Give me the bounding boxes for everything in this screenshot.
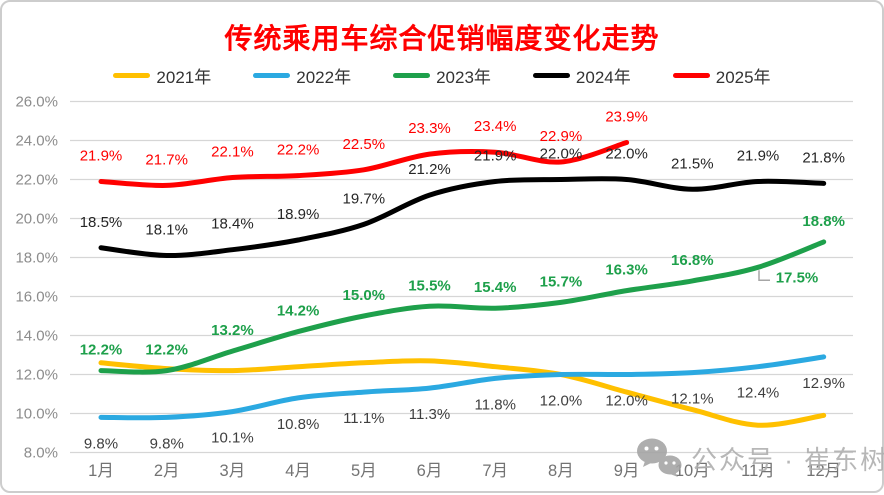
data-label: 21.9%	[474, 147, 517, 164]
x-tick-label: 5月	[351, 462, 377, 480]
y-tick-label: 8.0%	[24, 445, 58, 462]
data-label: 15.5%	[408, 277, 451, 294]
data-label: 23.9%	[605, 108, 648, 125]
data-label: 10.1%	[211, 430, 254, 447]
data-label: 10.8%	[277, 416, 320, 433]
legend-item-2023: 2023年	[393, 63, 491, 88]
series-line-2022	[98, 354, 827, 421]
legend-swatch	[532, 73, 570, 78]
legend-swatch	[253, 73, 291, 78]
data-label: 22.2%	[277, 142, 320, 159]
legend-item-2025: 2025年	[672, 63, 771, 88]
data-label: 17.5%	[776, 269, 819, 286]
data-label: 13.2%	[211, 322, 254, 339]
y-tick-label: 20.0%	[15, 211, 58, 228]
data-label: 22.0%	[605, 146, 648, 163]
data-label: 21.9%	[80, 147, 123, 164]
legend: 2021年 2022年 2023年 2024年 2025年	[2, 63, 882, 88]
data-label: 21.9%	[737, 147, 780, 164]
data-label: 12.9%	[802, 375, 845, 392]
x-tick-label: 7月	[482, 462, 508, 480]
legend-item-2021: 2021年	[113, 63, 211, 88]
data-label: 18.9%	[277, 206, 320, 223]
data-label: 23.3%	[408, 120, 451, 137]
data-label: 21.2%	[408, 161, 451, 178]
x-tick-label: 11月	[741, 462, 775, 480]
data-label: 16.3%	[605, 262, 648, 279]
data-label: 22.5%	[343, 136, 386, 153]
data-label: 18.8%	[802, 213, 845, 230]
data-label: 12.1%	[671, 391, 714, 408]
data-label: 11.3%	[409, 406, 450, 423]
data-label: 19.7%	[343, 190, 386, 207]
legend-item-2024: 2024年	[532, 63, 631, 88]
data-label: 12.0%	[605, 393, 648, 410]
data-label: 22.9%	[540, 128, 583, 145]
data-label: 21.7%	[145, 151, 188, 168]
data-label: 16.8%	[671, 252, 714, 269]
data-label: 12.2%	[145, 342, 188, 359]
data-label: 18.5%	[80, 214, 123, 231]
y-tick-label: 10.0%	[15, 406, 58, 423]
data-label: 15.4%	[474, 279, 517, 296]
legend-swatch	[113, 73, 151, 78]
y-tick-label: 14.0%	[15, 328, 58, 345]
data-label: 21.8%	[802, 149, 845, 166]
legend-label: 2024年	[575, 68, 631, 87]
x-tick-label: 2月	[154, 462, 180, 480]
data-label: 11.1%	[343, 410, 384, 427]
data-label: 15.7%	[540, 273, 583, 290]
label-leader-line	[758, 270, 770, 281]
x-tick-label: 9月	[614, 462, 640, 480]
x-tick-label: 12月	[806, 462, 841, 480]
series-line-2024	[98, 176, 827, 259]
data-label: 21.5%	[671, 155, 714, 172]
data-label: 14.2%	[277, 303, 320, 320]
data-label: 23.4%	[474, 118, 517, 135]
data-label: 11.8%	[474, 396, 515, 413]
series-line-2025	[98, 140, 630, 188]
legend-label: 2023年	[436, 68, 491, 87]
x-tick-label: 3月	[220, 462, 246, 480]
data-label: 18.1%	[145, 222, 188, 239]
y-tick-label: 26.0%	[15, 94, 58, 111]
y-tick-label: 18.0%	[15, 250, 58, 267]
data-label: 12.0%	[540, 393, 583, 410]
x-tick-label: 10月	[675, 462, 710, 480]
chart-title: 传统乘用车综合促销幅度变化走势	[224, 23, 660, 54]
data-label: 22.0%	[540, 146, 583, 163]
data-label: 22.1%	[211, 144, 254, 161]
data-label: 9.8%	[150, 435, 184, 452]
series-line-2023	[98, 239, 827, 375]
legend-swatch	[672, 73, 710, 78]
x-tick-label: 1月	[88, 462, 114, 480]
data-label: 12.4%	[737, 385, 780, 402]
series-line-2021	[98, 358, 827, 428]
x-tick-label: 6月	[417, 462, 443, 480]
legend-label: 2022年	[296, 68, 352, 87]
legend-item-2022: 2022年	[253, 63, 351, 88]
x-tick-label: 8月	[548, 462, 574, 480]
legend-label: 2025年	[715, 68, 771, 87]
y-tick-label: 22.0%	[15, 172, 58, 189]
data-label: 12.2%	[80, 342, 123, 359]
legend-label: 2021年	[156, 68, 212, 87]
y-tick-label: 16.0%	[15, 289, 58, 306]
data-label: 18.4%	[211, 216, 254, 233]
y-tick-label: 12.0%	[15, 367, 58, 384]
y-tick-label: 24.0%	[15, 133, 58, 150]
x-tick-label: 4月	[285, 462, 311, 480]
legend-swatch	[393, 73, 431, 78]
data-label: 15.0%	[343, 287, 386, 304]
data-label: 9.8%	[84, 435, 118, 452]
